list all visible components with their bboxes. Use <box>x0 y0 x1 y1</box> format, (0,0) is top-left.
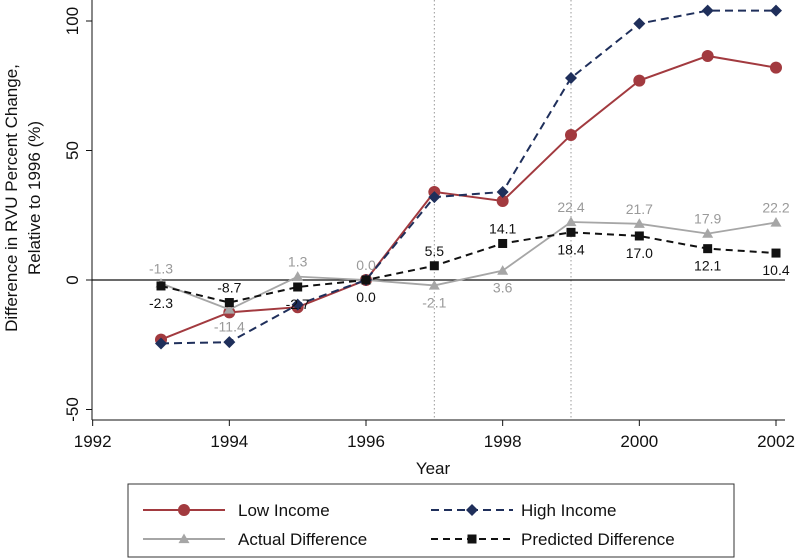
data-label-actual: 0.0 <box>356 257 376 273</box>
data-point-high <box>155 337 167 350</box>
data-label-predicted: 18.4 <box>557 241 584 257</box>
data-label-predicted: 0.0 <box>356 289 376 305</box>
data-label-predicted: -2.7 <box>286 296 310 312</box>
data-point-actual <box>565 216 577 227</box>
data-point-low <box>565 128 577 141</box>
x-tick-label: 2000 <box>620 432 658 451</box>
data-point-actual <box>428 279 440 290</box>
data-point-high <box>428 191 441 204</box>
data-point-high <box>701 4 714 17</box>
x-axis-title: Year <box>416 459 451 478</box>
data-point-high <box>633 17 646 30</box>
data-point-actual <box>633 218 645 228</box>
x-tick-label: 1998 <box>484 432 522 451</box>
data-point-pred <box>224 298 234 308</box>
data-point-pred <box>703 244 713 254</box>
data-label-predicted: 12.1 <box>694 258 721 274</box>
data-label-actual: 22.2 <box>762 200 789 216</box>
legend-marker-actual <box>178 533 190 544</box>
legend-entries: Low Income High Income Actual Difference Pr… <box>143 501 675 549</box>
data-point-pred <box>498 238 508 248</box>
data-label-actual: -1.3 <box>149 260 173 276</box>
y-tick-label: 0 <box>63 275 82 284</box>
series-line-pred <box>160 231 777 304</box>
series-line-high <box>160 9 776 345</box>
y-axis-title-line-2: Relative to 1996 (%) <box>25 121 44 275</box>
y-tick-label: -50 <box>63 397 82 422</box>
data-point-low <box>770 61 782 74</box>
data-point-pred <box>771 248 781 258</box>
data-point-actual <box>497 265 509 275</box>
data-point-actual <box>770 217 782 227</box>
data-point-high <box>291 298 304 311</box>
data-label-predicted: 14.1 <box>489 220 516 236</box>
y-tick-label: 50 <box>63 141 82 160</box>
data-label-predicted: 17.0 <box>626 245 653 261</box>
legend-marker-pred <box>467 534 477 544</box>
data-label-actual: 22.4 <box>557 199 584 215</box>
data-label-actual: -2.1 <box>422 294 446 310</box>
data-label-actual: 3.6 <box>493 280 513 296</box>
x-tick-label: 2002 <box>757 432 795 451</box>
data-point-pred <box>634 231 644 241</box>
data-point-low <box>496 195 509 208</box>
x-tick-label: 1994 <box>210 432 248 451</box>
data-label-predicted: -8.7 <box>217 280 241 296</box>
data-point-low <box>633 74 646 87</box>
y-axis-title-line-1: Difference in RVU Percent Change, <box>2 64 21 332</box>
series-line-low <box>160 54 777 341</box>
series-layer <box>155 4 782 350</box>
data-point-high <box>770 4 782 17</box>
axis-layer: 1992 1994 1996 1998 2000 2002 -50 0 50 100 <box>63 0 795 451</box>
legend-label-actual: Actual Difference <box>238 530 367 549</box>
legend-label-pred: Predicted Difference <box>521 530 675 549</box>
data-point-high <box>223 336 236 349</box>
legend-label-high: High Income <box>521 501 616 520</box>
data-label-actual: 21.7 <box>626 201 653 217</box>
legend-marker-high <box>466 504 478 516</box>
data-point-pred <box>361 275 371 285</box>
data-label-predicted: 10.4 <box>762 262 789 278</box>
data-point-pred <box>429 261 439 271</box>
legend: Low Income High Income Actual Difference Pr… <box>127 483 735 558</box>
x-tick-label: 1992 <box>74 432 112 451</box>
data-label-actual: 1.3 <box>288 254 308 270</box>
data-label-actual: -11.4 <box>214 319 245 335</box>
grid-layer <box>92 0 785 420</box>
data-label-predicted: -2.3 <box>149 295 173 311</box>
data-point-high <box>565 71 577 84</box>
data-point-pred <box>566 227 576 237</box>
legend-label-low: Low Income <box>238 501 330 520</box>
legend-marker-low <box>178 504 190 516</box>
data-label-layer: -1.3 -2.3 -11.4 -8.7 1.3 -2.7 0.0 0.0 -2.1 5.5 3.6… <box>149 199 790 335</box>
data-point-pred <box>293 282 303 292</box>
series-line-actual <box>160 221 777 311</box>
data-point-actual <box>223 304 235 314</box>
y-tick-label: 100 <box>63 7 82 35</box>
data-point-low <box>701 49 714 62</box>
data-point-high <box>496 185 509 198</box>
data-point-actual <box>292 271 304 281</box>
legend-box <box>127 483 735 558</box>
x-tick-label: 1996 <box>347 432 385 451</box>
data-label-predicted: 5.5 <box>425 243 445 259</box>
data-point-actual <box>702 228 714 238</box>
data-label-actual: 17.9 <box>694 211 721 227</box>
data-point-pred <box>156 281 166 291</box>
